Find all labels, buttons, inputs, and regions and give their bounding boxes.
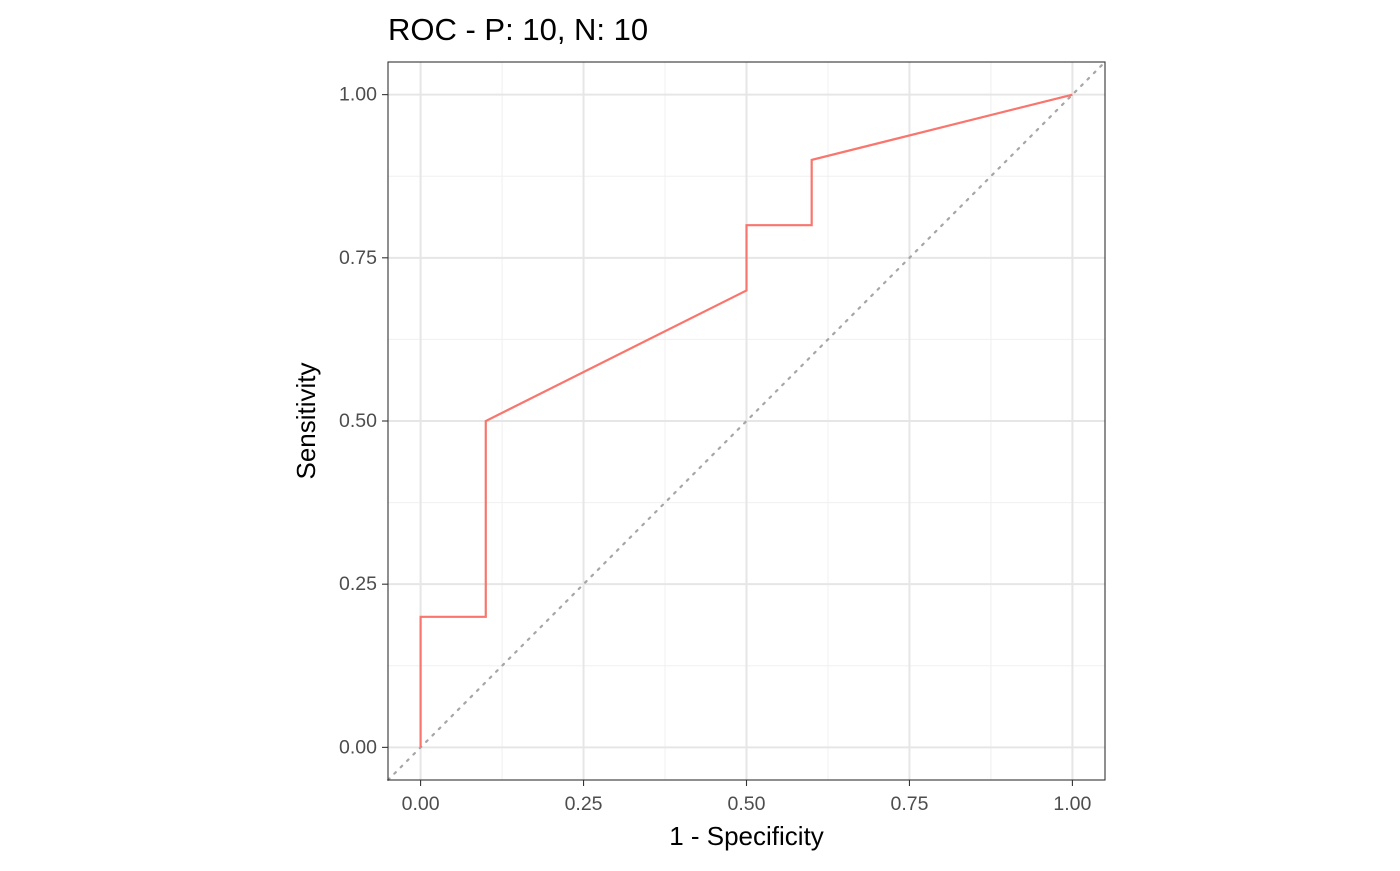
x-tick-label: 0.25 xyxy=(565,793,603,815)
y-tick-label: 1.00 xyxy=(339,84,377,106)
x-tick-label: 1.00 xyxy=(1053,793,1091,815)
roc-curve-line xyxy=(419,93,1073,748)
x-tick-label: 0.00 xyxy=(402,793,440,815)
y-axis-title: Sensitivity xyxy=(291,362,321,479)
x-tick-label: 0.50 xyxy=(728,793,766,815)
chart-title: ROC - P: 10, N: 10 xyxy=(388,12,648,47)
y-axis-ticks: 0.00 0.25 0.50 0.75 1.00 xyxy=(339,84,388,758)
major-gridlines xyxy=(388,62,1105,780)
reference-line-layer xyxy=(386,60,1107,782)
y-tick-label: 0.75 xyxy=(339,247,377,269)
y-tick-label: 0.00 xyxy=(339,736,377,758)
y-tick-label: 0.25 xyxy=(339,573,377,595)
y-tick-label: 0.50 xyxy=(339,410,377,432)
x-axis-title: 1 - Specificity xyxy=(669,821,824,851)
x-tick-label: 0.75 xyxy=(890,793,928,815)
x-axis-ticks: 0.00 0.25 0.50 0.75 1.00 xyxy=(402,780,1092,815)
reference-diagonal-line xyxy=(386,60,1107,782)
series-layer xyxy=(419,93,1073,748)
